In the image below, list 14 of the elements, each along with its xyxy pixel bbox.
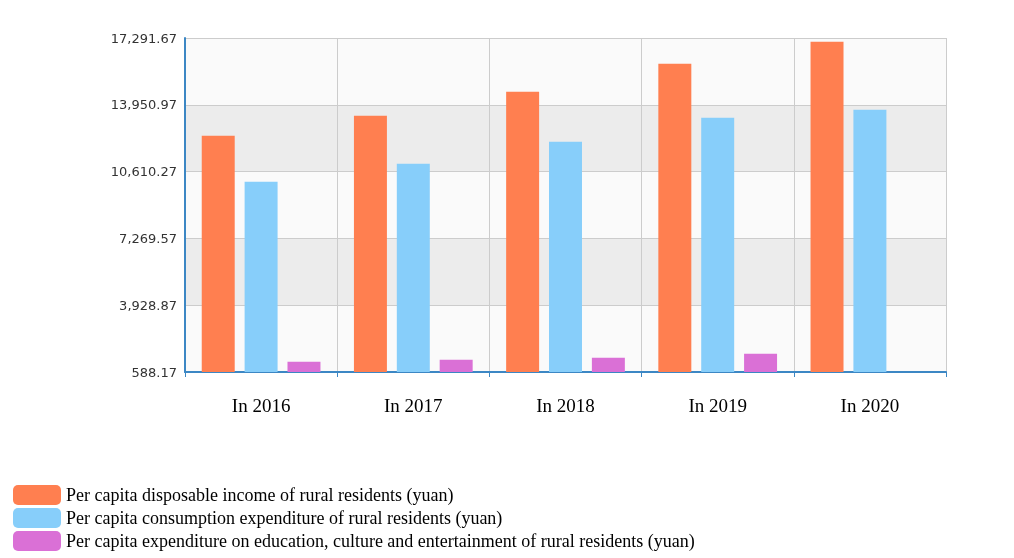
y-tick-label: 13,950.97 [110,97,177,113]
x-tick-label: In 2018 [536,395,595,416]
y-tick-label: 17,291.67 [110,30,177,46]
x-tick-label: In 2020 [840,395,900,416]
y-tick-label: 7,269.57 [119,230,177,246]
x-tick-label: In 2017 [384,395,443,416]
x-tick-label: In 2016 [231,395,291,416]
y-tick-label: 588.17 [131,364,177,380]
legend-label: Per capita consumption expenditure of rural residents (yuan) [66,508,503,529]
y-tick-label: 3,928.87 [119,297,177,313]
x-tick-label: In 2019 [688,395,747,416]
legend-label: Per capita expenditure on education, culture and entertainment of rural residents (yuan) [66,531,695,552]
legend-label: Per capita disposable income of rural residents (yuan) [66,485,454,506]
y-tick-label: 10,610.27 [110,164,177,180]
